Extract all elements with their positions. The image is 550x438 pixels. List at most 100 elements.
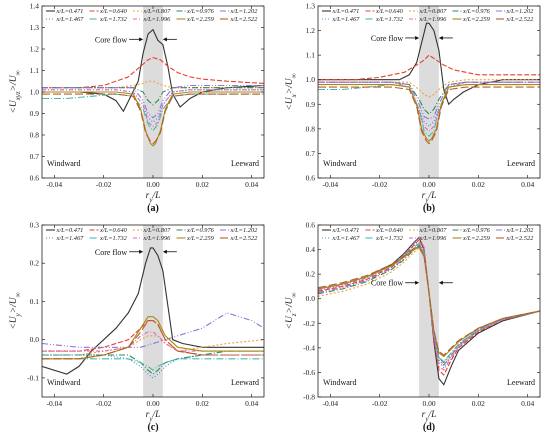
x-axis-label: ry/L (146, 410, 161, 423)
legend-label: x/L=1.202 (506, 227, 535, 234)
legend-label: x/L=2.259 (462, 16, 491, 23)
y-tick-label: 1.2 (306, 26, 316, 35)
core-flow-arrowhead-right (438, 35, 443, 40)
legend-label: x/L=1.996 (143, 235, 172, 242)
leeward-label: Leeward (507, 159, 535, 168)
core-flow-arrowhead-left (139, 249, 144, 254)
legend-label: x/L=1.202 (230, 8, 259, 15)
legend-label: x/L=1.996 (419, 235, 448, 242)
windward-label: Windward (47, 159, 80, 168)
core-flow-arrowhead-right (162, 249, 167, 254)
legend-label: x/L=2.259 (186, 16, 215, 23)
y-tick-label: 0.2 (30, 259, 40, 268)
y-tick-label: 0.3 (30, 221, 40, 230)
core-flow-arrowhead-right (438, 280, 443, 285)
legend-label: x/L=0.807 (419, 8, 448, 15)
y-tick-label: -0.8 (303, 393, 315, 402)
windward-label: Windward (323, 378, 356, 387)
y-tick-label: 0.6 (306, 221, 316, 230)
y-tick-label: 1.3 (30, 23, 40, 32)
series-line-0 (42, 28, 264, 113)
series-group (318, 236, 540, 386)
x-tick-label: 0.02 (196, 180, 209, 189)
x-tick-label: -0.02 (96, 180, 112, 189)
y-tick-label: 0.2 (306, 270, 316, 279)
legend-label: x/L=1.467 (332, 16, 361, 23)
windward-label: Windward (323, 159, 356, 168)
legend-label: x/L=1.732 (99, 235, 128, 242)
series-line-0 (318, 22, 540, 106)
x-tick-label: -0.02 (372, 180, 388, 189)
core-flow-band (143, 6, 163, 178)
legend-label: x/L=2.522 (230, 16, 259, 23)
series-line-8 (42, 91, 264, 147)
legend-label: x/L=1.732 (375, 235, 404, 242)
legend-label: x/L=0.976 (462, 8, 491, 15)
leeward-label: Leeward (231, 159, 259, 168)
y-tick-label: 1.3 (306, 2, 316, 11)
y-tick-label: 1.2 (30, 45, 40, 54)
y-tick-label: 0.0 (306, 294, 316, 303)
x-tick-label: 0.00 (422, 180, 435, 189)
x-tick-label: 0.00 (146, 399, 159, 408)
legend-label: x/L=1.732 (99, 16, 128, 23)
x-tick-label: -0.04 (47, 399, 63, 408)
panel-label: (a) (147, 203, 159, 214)
y-tick-label: -0.4 (303, 343, 315, 352)
x-tick-label: 0.04 (521, 399, 534, 408)
legend-label: x/L=0.471 (56, 227, 84, 234)
legend-label: x/L=1.467 (56, 16, 85, 23)
y-tick-label: 0.4 (306, 245, 316, 254)
legend-label: x/L=1.202 (506, 8, 535, 15)
windward-label: Windward (47, 378, 80, 387)
x-tick-label: 0.02 (196, 399, 209, 408)
series-line-1 (318, 54, 540, 81)
legend-label: x/L=2.522 (506, 235, 535, 242)
y-tick-label: 0.8 (306, 124, 316, 133)
y-tick-label: 0.7 (30, 152, 40, 161)
legend-label: x/L=0.807 (143, 8, 172, 15)
legend-label: x/L=0.640 (375, 227, 404, 234)
series-line-7 (42, 89, 264, 128)
legend-label: x/L=2.522 (506, 16, 535, 23)
y-tick-label: 1.0 (306, 75, 316, 84)
legend-label: x/L=2.522 (230, 235, 259, 242)
x-tick-label: 0.00 (146, 180, 159, 189)
core-flow-arrowhead-left (415, 280, 420, 285)
legend-label: x/L=1.732 (375, 16, 404, 23)
x-tick-label: 0.00 (422, 399, 435, 408)
panel-label: (c) (147, 422, 158, 433)
series-line-8 (318, 84, 540, 142)
series-line-9 (318, 86, 540, 145)
legend-label: x/L=0.976 (462, 227, 491, 234)
core-flow-label: Core flow (371, 34, 403, 43)
x-axis-label: ry/L (422, 410, 437, 423)
core-flow-arrowhead-right (162, 37, 167, 42)
y-tick-label: -0.6 (303, 368, 315, 377)
legend-label: x/L=0.807 (143, 227, 172, 234)
series-line-6 (42, 358, 264, 371)
panel-label: (b) (423, 203, 435, 214)
y-tick-label: 0.9 (306, 100, 316, 109)
y-tick-label: 1.1 (306, 51, 316, 60)
series-line-9 (42, 93, 264, 145)
x-tick-label: 0.02 (472, 399, 485, 408)
y-tick-label: 0.1 (30, 297, 40, 306)
x-tick-label: -0.02 (96, 399, 112, 408)
leeward-label: Leeward (231, 378, 259, 387)
series-group (42, 247, 264, 379)
chart-panel-b: -0.04 -0.02 0.00 0.02 0.04 0.6 0.7 0.8 0.9 1.0 1.1… (285, 2, 541, 214)
y-axis-label: <Ux>/U∞ (285, 73, 298, 110)
legend-label: x/L=0.640 (99, 8, 128, 15)
y-tick-label: -0.1 (27, 373, 39, 382)
series-line-6 (42, 93, 264, 132)
y-tick-label: 1.1 (30, 66, 40, 75)
chart-panel-a: -0.04 -0.02 0.00 0.02 0.04 0.6 0.7 0.8 0.9 1.0 1.1… (9, 2, 265, 214)
x-tick-label: 0.04 (245, 399, 258, 408)
y-tick-label: 0.9 (30, 109, 40, 118)
y-tick-label: 0.0 (30, 335, 40, 344)
core-flow-arrowhead-left (415, 35, 420, 40)
y-tick-label: 0.7 (306, 149, 316, 158)
series-group (318, 22, 540, 145)
